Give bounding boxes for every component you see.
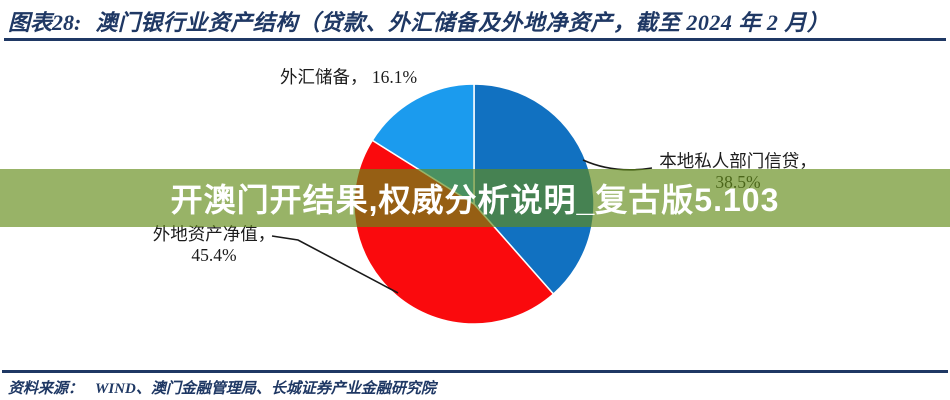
- footer-divider: [2, 370, 948, 373]
- leader-line-nfa: [271, 235, 399, 294]
- source-text: WIND、澳门金融管理局、长城证券产业金融研究院: [95, 381, 436, 397]
- header-divider: [4, 38, 946, 41]
- leader-line-credit: [582, 159, 653, 171]
- label-nfa: 外地资产净值， 45.4%: [148, 224, 280, 267]
- label-reserve: 外汇储备， 16.1%: [280, 67, 418, 87]
- source-label: 资料来源：: [8, 381, 84, 397]
- watermark-banner: 开澳门开结果,权威分析说明_复古版5.103: [0, 169, 950, 227]
- label-credit-name: 本地私人部门信贷，: [659, 151, 817, 171]
- watermark-text: 开澳门开结果,权威分析说明_复古版5.103: [170, 182, 780, 218]
- label-nfa-value: 45.4%: [191, 245, 237, 266]
- leader-lines-group: [271, 159, 653, 294]
- label-nfa-name: 外地资产净值，: [152, 224, 276, 244]
- figure-number: 图表28:: [8, 10, 82, 35]
- source-note: 资料来源： WIND、澳门金融管理局、长城证券产业金融研究院: [8, 377, 944, 398]
- figure-title: 澳门银行业资产结构（贷款、外汇储备及外地净资产，截至 2024 年 2 月）: [95, 10, 830, 35]
- figure-header: 图表28: 澳门银行业资产结构（贷款、外汇储备及外地净资产，截至 2024 年 2…: [8, 5, 944, 37]
